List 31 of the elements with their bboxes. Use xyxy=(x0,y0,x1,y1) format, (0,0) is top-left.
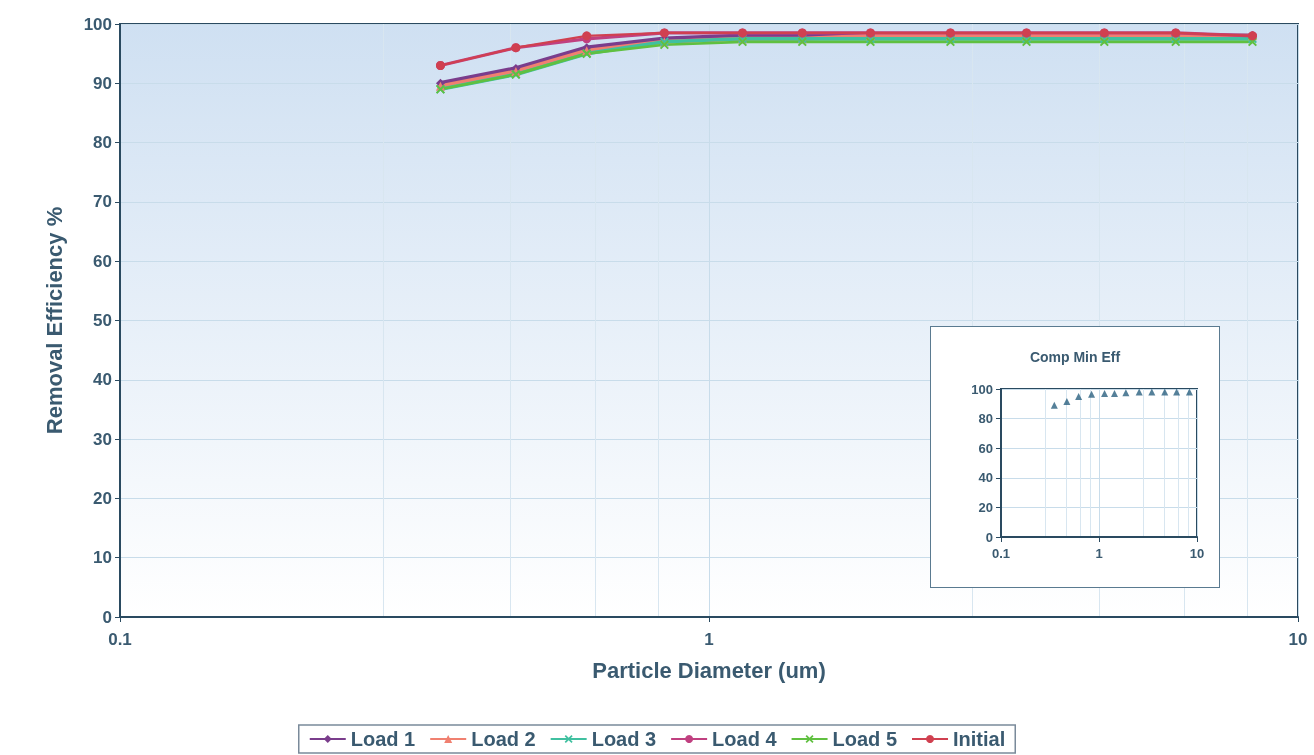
y-axis-title: Removal Efficiency % xyxy=(41,206,67,435)
y-tick-label: 70 xyxy=(93,192,112,212)
y-tick-label: 30 xyxy=(93,429,112,449)
legend-label: Load 5 xyxy=(832,728,898,750)
x-tick-label: 10 xyxy=(1288,630,1308,649)
x-tick-label: 0.1 xyxy=(991,546,1011,561)
legend-label: Load 4 xyxy=(712,728,778,750)
legend-label: Initial xyxy=(953,728,1006,750)
y-tick-label: 80 xyxy=(93,133,112,153)
y-tick-label: 20 xyxy=(93,488,112,508)
y-tick-label: 100 xyxy=(83,14,112,34)
legend-label: Load 3 xyxy=(591,728,657,750)
x-tick-label: 1 xyxy=(704,630,714,649)
legend-label: Load 1 xyxy=(350,728,416,750)
legend-label: Load 2 xyxy=(471,728,536,750)
chart-title: Comp Min Eff xyxy=(1029,349,1121,365)
x-tick-label: 0.1 xyxy=(108,630,132,649)
y-tick-label: 100 xyxy=(971,381,993,397)
y-tick-label: 40 xyxy=(978,470,993,486)
y-tick-label: 60 xyxy=(978,440,993,456)
x-axis-title: Particle Diameter (um) xyxy=(592,657,826,683)
y-tick-label: 90 xyxy=(93,73,112,93)
y-tick-label: 0 xyxy=(985,529,993,545)
y-tick-label: 20 xyxy=(978,499,993,515)
y-tick-label: 80 xyxy=(978,411,993,427)
x-tick-label: 10 xyxy=(1189,546,1205,561)
x-tick-label: 1 xyxy=(1095,546,1103,561)
y-tick-label: 60 xyxy=(93,251,112,271)
y-tick-label: 0 xyxy=(102,607,112,627)
y-tick-label: 40 xyxy=(93,370,112,390)
y-tick-label: 50 xyxy=(93,311,112,330)
